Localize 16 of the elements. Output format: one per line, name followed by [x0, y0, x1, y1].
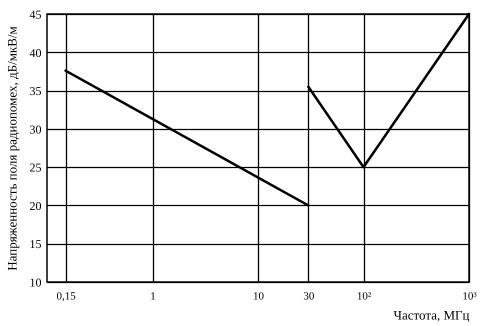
x-tick-label: 0,15 — [56, 290, 76, 302]
y-tick-label: 45 — [30, 8, 42, 22]
y-tick-label: 40 — [30, 46, 42, 60]
y-axis-title: Напряженность поля радиопомех, дБ/мкВ/м — [4, 26, 20, 271]
y-tick-label: 10 — [30, 276, 42, 290]
x-tick-label: 1 — [150, 290, 156, 302]
y-tick-label: 25 — [30, 160, 42, 175]
x-tick-label: 10² — [356, 290, 372, 302]
x-axis-title: Частота, МГц — [394, 308, 470, 322]
y-tick-label: 20 — [30, 198, 42, 213]
x-tick-label: 10 — [253, 290, 264, 302]
y-tick-label: 15 — [30, 237, 42, 252]
x-tick-label: 10³ — [462, 290, 478, 302]
y-tick-label: 35 — [30, 84, 42, 98]
y-tick-label: 30 — [30, 122, 42, 136]
x-tick-label: 30 — [303, 290, 315, 302]
